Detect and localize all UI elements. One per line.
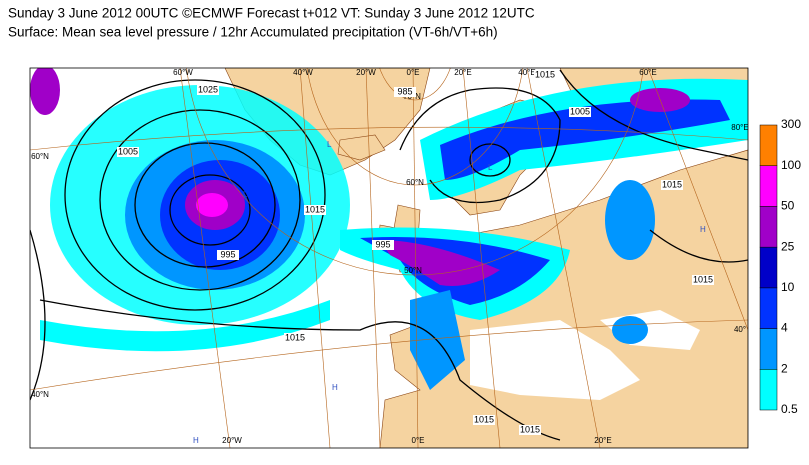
colorbar-label: 100 <box>781 158 801 172</box>
isobar-label-bg <box>661 180 683 190</box>
isobar-label-bg <box>197 85 219 95</box>
colorbar-label: 300 <box>781 117 801 131</box>
isobar-label: 1005 <box>570 106 590 116</box>
graticule-label: 40°E <box>518 68 535 77</box>
isobar-label-bg <box>304 205 326 215</box>
colorbar-box <box>759 328 778 370</box>
isobar-label-bg <box>117 147 139 157</box>
isobar-label-bg <box>534 70 556 80</box>
precipitation <box>30 68 748 390</box>
isobar-label: 1015 <box>662 179 682 189</box>
isobar-label: 1015 <box>693 274 713 284</box>
isobar-label-bg <box>372 240 394 250</box>
colorbar-label: 50 <box>781 199 795 213</box>
graticule-label: 60°E <box>639 68 656 77</box>
isobar-label: 1015 <box>285 332 305 342</box>
colorbar-label: 0.5 <box>781 402 798 416</box>
isobar-label: 985 <box>397 86 412 96</box>
isobar-label: 995 <box>220 249 235 259</box>
colorbar-label: 25 <box>781 239 795 253</box>
map-frame <box>29 67 749 449</box>
graticule-label: 20°E <box>454 68 471 77</box>
colorbar-label: 10 <box>781 280 795 294</box>
graticule-label: 40°W <box>293 68 313 77</box>
graticule-label: 40° <box>734 325 746 334</box>
isobar-label-bg <box>519 425 541 435</box>
pressure-center: L <box>327 140 332 149</box>
colorbar-box <box>759 124 778 166</box>
colorbar-box <box>759 369 778 411</box>
isobar-label-bg <box>569 107 591 117</box>
graticule-label: 60°N <box>31 152 49 161</box>
isobar-label: 1025 <box>198 84 218 94</box>
graticule-label: 20°W <box>356 68 376 77</box>
isobar-label-bg <box>473 415 495 425</box>
pressure-center: H <box>332 383 338 392</box>
isobar-label: 995 <box>375 239 390 249</box>
pressure-center: H <box>700 225 706 234</box>
isobar-label: 1015 <box>474 414 494 424</box>
isobar-label: 1015 <box>305 204 325 214</box>
graticule-label: 40°N <box>31 390 49 399</box>
map-area: 60°W 40°W 20°W 0°E 20°E 40°E 60°E 80°E 60°N 40°N 2… <box>30 68 748 448</box>
graticule <box>30 68 748 448</box>
title-line2: Surface: Mean sea level pressure / 12hr … <box>8 25 498 40</box>
graticule-label: 0°E <box>407 68 420 77</box>
colorbar-box <box>759 165 778 207</box>
pressure-center: L <box>488 163 493 172</box>
isobar-label-bg <box>394 87 416 97</box>
pressure-center: L <box>243 190 248 199</box>
isobar-label: 1005 <box>118 146 138 156</box>
colorbar-label: 2 <box>781 361 788 375</box>
isobar-label-bg <box>692 275 714 285</box>
pressure-center: H <box>193 436 199 445</box>
isobar-label-bg <box>217 250 239 260</box>
isobars <box>30 69 748 441</box>
isobar-label: 1015 <box>535 69 555 79</box>
isobar-label: 1015 <box>520 424 540 434</box>
graticule-label: 20°W <box>222 436 242 445</box>
colorbar-box <box>759 246 778 289</box>
graticule-label: 50°N <box>404 266 422 275</box>
graticule-label: 80°E <box>731 123 748 132</box>
graticule-label: 60°N <box>406 178 424 187</box>
colorbar-box <box>759 206 778 248</box>
graticule-label: 60°W <box>173 68 193 77</box>
graticule-label: 0°E <box>412 436 425 445</box>
graticule-label: 20°E <box>594 436 611 445</box>
title-line1: Sunday 3 June 2012 00UTC ©ECMWF Forecast… <box>8 6 535 21</box>
colorbar-box <box>759 287 778 329</box>
colorbar-label: 4 <box>781 321 788 335</box>
isobar-label-bg <box>284 333 306 343</box>
